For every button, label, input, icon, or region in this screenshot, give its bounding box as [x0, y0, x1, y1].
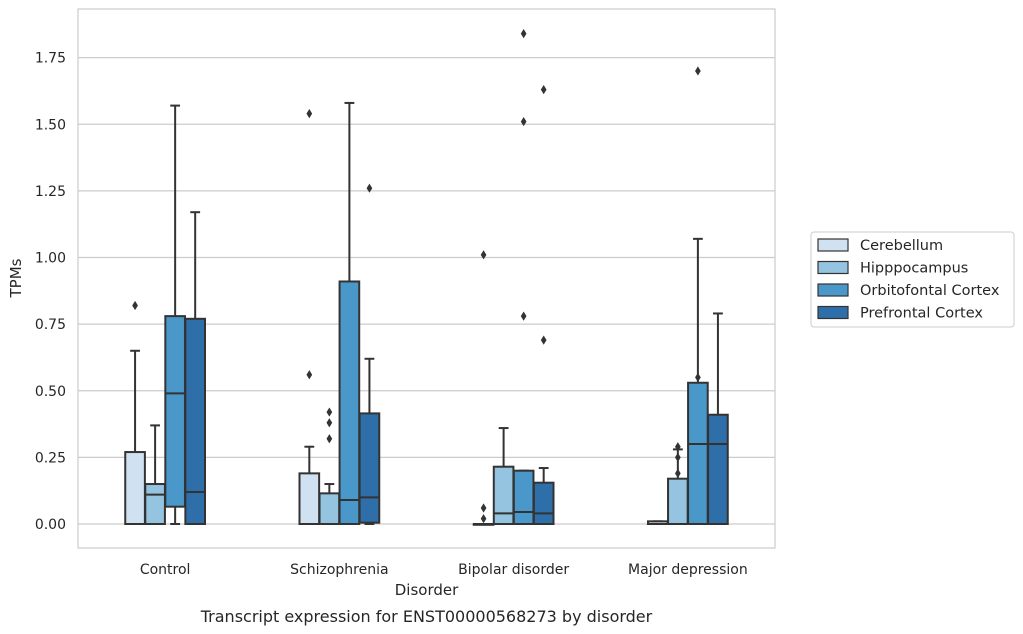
box-body: [124, 451, 146, 526]
chart-caption: Transcript expression for ENST0000056827…: [200, 607, 653, 626]
outlier-point: [132, 300, 138, 311]
y-tick-label: 0.75: [35, 317, 66, 333]
outlier-point: [520, 311, 527, 321]
legend-label: Orbitofontal Cortex: [860, 283, 1000, 299]
outlier-point: [675, 442, 681, 452]
box-body: [532, 481, 555, 526]
outlier-point: [675, 452, 681, 462]
box: [512, 29, 535, 526]
y-tick-label: 0.00: [35, 517, 66, 533]
x-tick-label: Control: [140, 562, 191, 578]
outlier-point: [520, 29, 527, 39]
box: [358, 183, 381, 525]
y-tick-label: 1.75: [35, 51, 66, 67]
box-body: [184, 317, 207, 526]
outlier-point: [306, 108, 313, 119]
legend-label: Prefrontal Cortex: [860, 306, 983, 322]
y-tick-label: 1.25: [35, 184, 66, 200]
box-body: [338, 280, 361, 525]
box-body: [298, 472, 321, 525]
box-body: [144, 483, 166, 525]
outlier-point: [480, 503, 487, 513]
box: [164, 104, 186, 525]
box: [124, 300, 146, 526]
legend-swatch: [817, 238, 849, 252]
legend-frame: [810, 231, 1015, 328]
box: [472, 250, 495, 526]
legend-swatch: [817, 260, 849, 275]
y-tick-label: 1.00: [35, 251, 66, 267]
box: [707, 312, 729, 525]
outlier-point: [540, 335, 547, 345]
box: [338, 101, 361, 525]
outlier-point: [695, 372, 701, 383]
legend-label: Hipppocampus: [860, 261, 968, 277]
y-tick-labels: 0.00 0.25 0.50 0.75 1.00 1.25 1.50 1.75: [35, 51, 66, 533]
x-tick-label: Major depression: [628, 562, 748, 578]
legend: Cerebellum Hipppocampus Orbitofontal Corte…: [810, 231, 1015, 328]
box-body: [492, 465, 515, 526]
outlier-point: [326, 407, 333, 417]
legend-label: Cerebellum: [860, 238, 943, 254]
box-body: [687, 381, 709, 525]
plot-frame: [77, 8, 776, 549]
y-tick-label: 1.50: [35, 117, 66, 133]
box: [144, 424, 166, 525]
y-axis-label: TPMs: [7, 258, 25, 298]
outlier-point: [520, 116, 527, 127]
box-body: [164, 315, 186, 508]
outlier-point: [306, 370, 313, 380]
outlier-point: [675, 468, 681, 478]
box-series: [124, 29, 729, 526]
x-tick-labels: Control Schizophrenia Bipolar disorder Majo…: [140, 562, 748, 578]
y-tick-label: 0.25: [35, 450, 66, 466]
outlier-point: [326, 434, 333, 444]
outlier-point: [326, 418, 333, 428]
box: [184, 211, 207, 526]
x-tick-label: Bipolar disorder: [458, 562, 569, 578]
outlier-point: [366, 183, 373, 193]
outlier-point: [695, 66, 701, 76]
box-body: [318, 492, 341, 526]
x-axis-label: Disorder: [395, 581, 459, 599]
x-tick-label: Schizophrenia: [290, 562, 388, 578]
legend-swatch: [817, 305, 849, 320]
outlier-point: [540, 85, 547, 95]
outlier-point: [480, 514, 487, 524]
box: [532, 85, 555, 526]
box: [667, 442, 689, 526]
legend-swatch: [817, 283, 849, 297]
box-body: [667, 477, 689, 526]
box: [646, 520, 669, 526]
box-body: [358, 412, 381, 524]
box-body: [512, 469, 535, 526]
y-tick-label: 0.50: [35, 384, 66, 400]
outlier-point: [480, 250, 487, 260]
box-body: [707, 413, 729, 525]
